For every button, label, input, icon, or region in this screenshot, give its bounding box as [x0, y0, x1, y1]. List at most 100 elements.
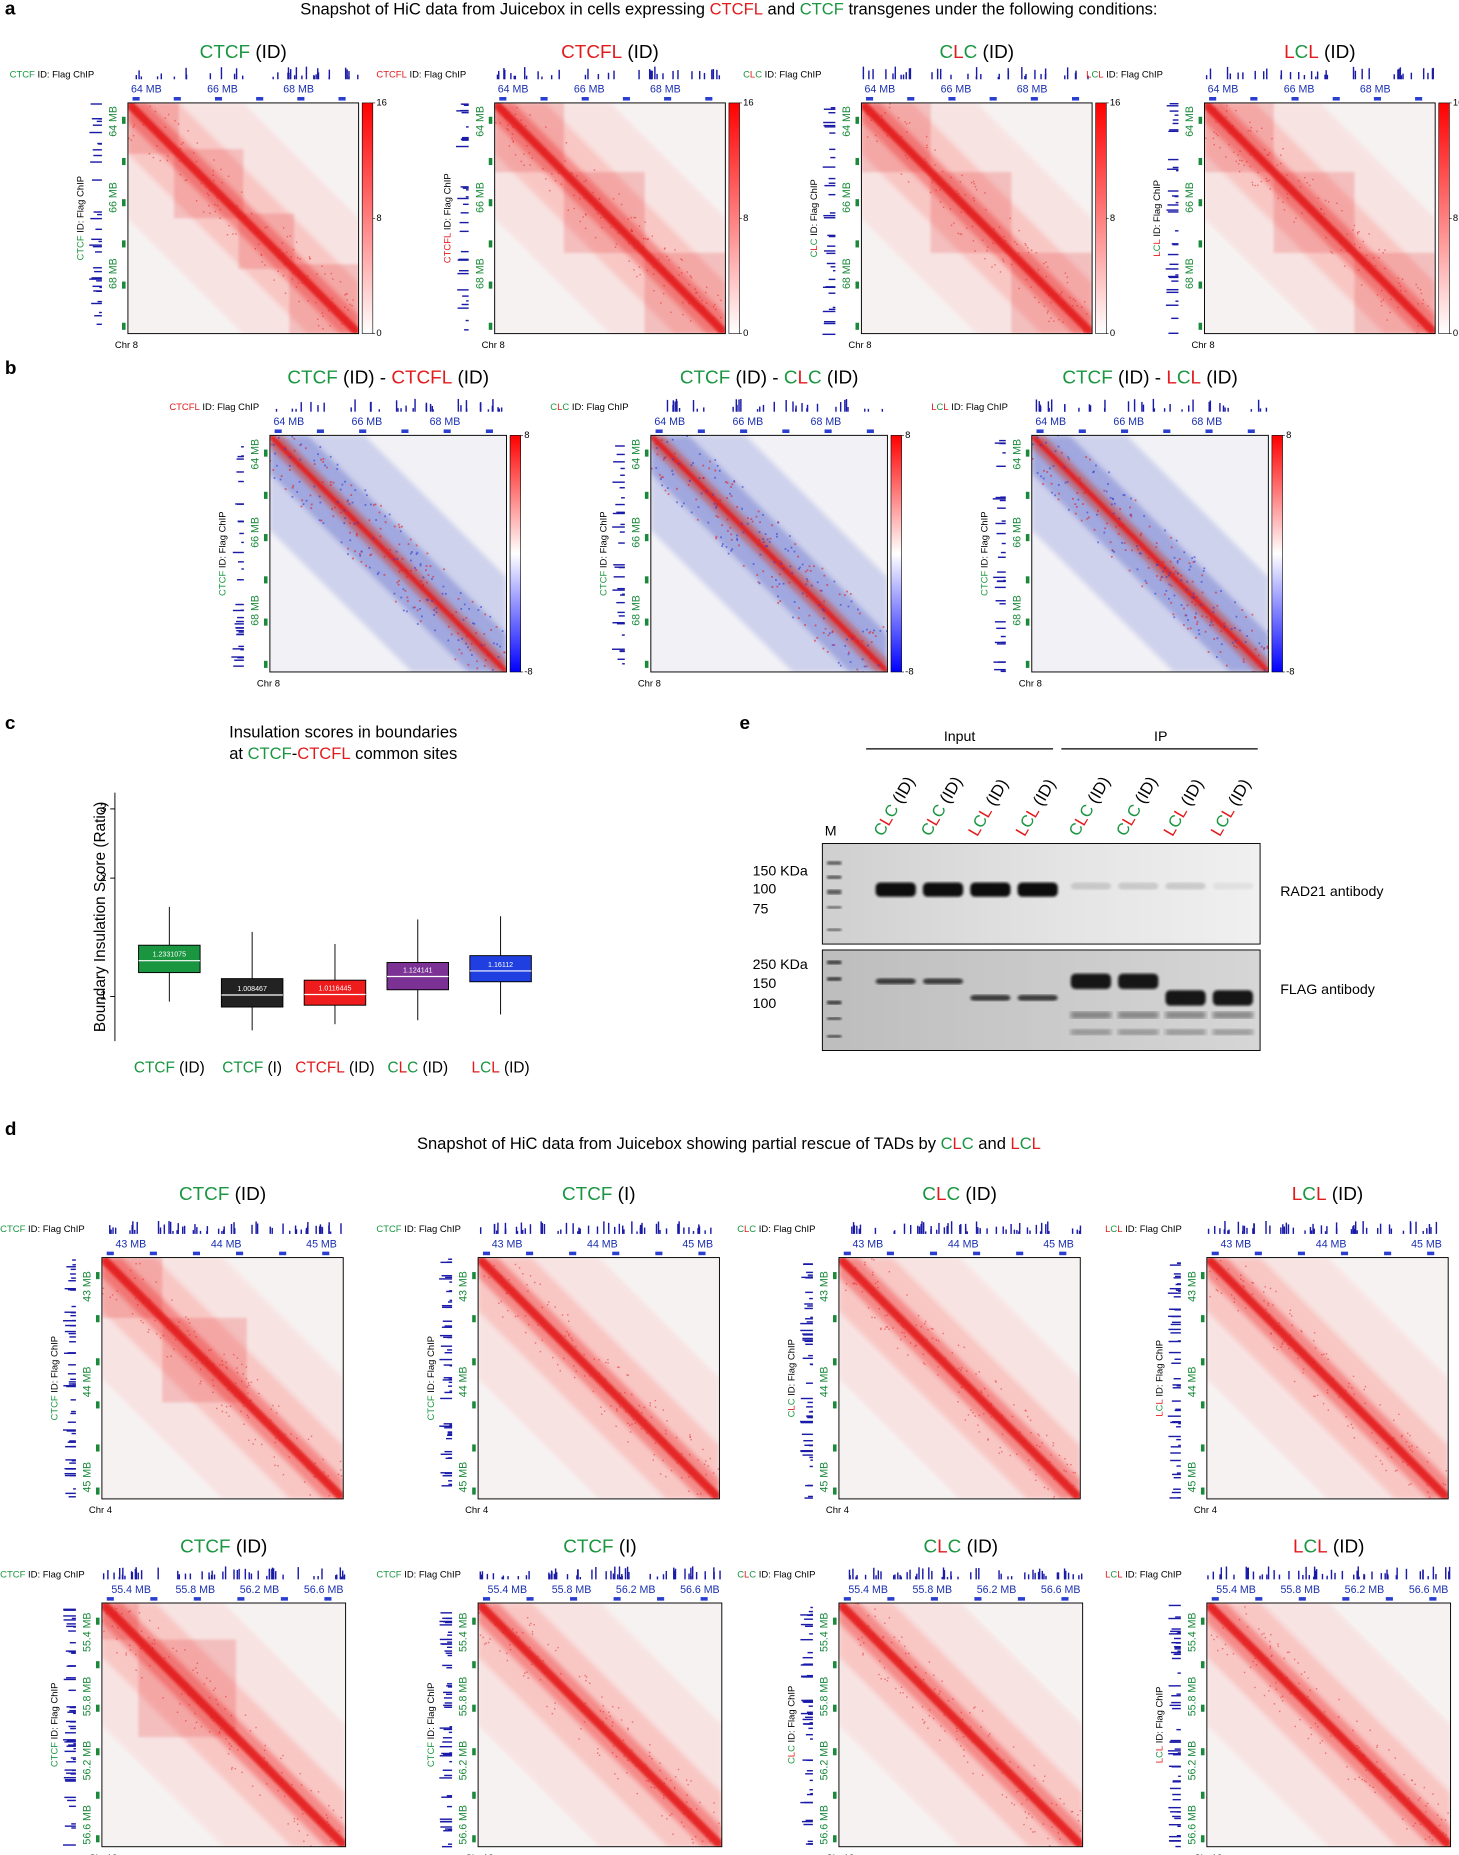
coord-block: [833, 1748, 837, 1755]
heat-dot: [874, 1608, 875, 1609]
chip-bar: [1176, 1465, 1180, 1466]
chip-bar: [636, 1231, 637, 1233]
map-title: LCL (ID): [1292, 1184, 1363, 1205]
heat-dot: [227, 1389, 228, 1390]
heat-dot: [894, 1637, 895, 1638]
coord-block: [96, 1835, 100, 1842]
heat-dot: [475, 632, 477, 634]
heat-dot: [344, 517, 346, 519]
heat-dot: [340, 281, 341, 282]
heat-dot: [369, 567, 371, 569]
heat-dot: [1312, 179, 1313, 180]
coord-block: [1016, 1252, 1023, 1256]
heat-dot: [500, 1276, 501, 1277]
heat-dot: [275, 1780, 276, 1781]
chip-bar: [614, 1227, 615, 1234]
heat-dot: [484, 1276, 485, 1277]
heat-dot: [1255, 648, 1257, 650]
chip-bar: [1389, 1224, 1390, 1233]
heat-dot: [265, 227, 266, 228]
heat-dot: [408, 543, 410, 545]
heat-dot: [526, 145, 527, 146]
chip-bar: [892, 73, 893, 79]
chip-bar: [71, 1399, 76, 1400]
chip-bar: [237, 617, 244, 618]
heat-dot: [354, 523, 356, 525]
heat-dot: [1197, 621, 1199, 623]
heat-dot: [520, 119, 521, 120]
heat-dot: [1038, 302, 1039, 303]
heat-dot: [1046, 471, 1048, 473]
heat-dot: [1363, 241, 1364, 242]
heat-dot: [1229, 132, 1230, 133]
heat-dot: [122, 114, 123, 115]
heat-dot: [871, 1294, 872, 1295]
heat-dot: [991, 266, 992, 267]
heat-dot: [1378, 257, 1379, 258]
track-label-part: CTCFL: [169, 401, 199, 412]
chip-bar: [1391, 1229, 1392, 1234]
chip-bar: [711, 70, 712, 80]
chip-bar: [71, 1653, 76, 1654]
chip-bar: [840, 402, 841, 412]
heat-dot: [128, 138, 129, 139]
chip-bar: [1366, 1228, 1367, 1234]
heat-dot: [929, 1709, 930, 1710]
heat-dot: [605, 1362, 606, 1363]
heat-dot: [340, 512, 342, 514]
chip-bar: [73, 1488, 76, 1489]
band: [1213, 883, 1253, 890]
heat-dot: [221, 182, 222, 183]
chip-bar: [556, 1572, 557, 1579]
heat-dot: [967, 212, 968, 213]
chip-bar: [994, 669, 1006, 670]
heat-dot: [1225, 1644, 1226, 1645]
heat-dot: [999, 238, 1000, 239]
chip-bar: [595, 1567, 596, 1579]
chip-bar: [91, 239, 102, 240]
chip-bar: [1174, 1477, 1181, 1478]
heat-dot: [1427, 1822, 1428, 1823]
band: [970, 995, 1010, 1001]
y-tick-label: 44 MB: [1186, 1366, 1198, 1397]
heat-dot: [377, 573, 379, 575]
chip-bar: [241, 542, 244, 543]
track-label-part: C: [786, 1410, 797, 1417]
heat-dot: [704, 1464, 705, 1465]
heat-dot: [715, 507, 717, 509]
chip-bar: [676, 401, 677, 412]
chip-bar: [621, 497, 625, 498]
x-tick-label-part: CTCFL: [295, 1059, 345, 1076]
heat-dot: [403, 610, 405, 612]
chip-bar: [1260, 408, 1261, 411]
x-tick-label: 44 MB: [1316, 1238, 1347, 1250]
chip-bar: [1169, 1741, 1180, 1742]
chip-bar: [1170, 1705, 1181, 1706]
heat-dot: [299, 459, 301, 461]
heat-dot: [1183, 608, 1185, 610]
chip-bar: [803, 1824, 812, 1825]
heat-dot: [147, 1331, 148, 1332]
coord-block: [122, 117, 126, 124]
heat-dot: [714, 1496, 715, 1497]
chip-bar: [70, 1379, 76, 1380]
heat-dot: [1057, 295, 1058, 296]
coord-block: [855, 323, 859, 330]
heat-dot: [840, 604, 842, 606]
heat-dot: [506, 1653, 507, 1654]
y-tick-label: 43 MB: [819, 1271, 831, 1302]
chip-bar: [1173, 1799, 1181, 1800]
lane-label-part: (ID): [1129, 773, 1162, 810]
chip-bar: [662, 73, 663, 79]
chip-bar: [96, 291, 102, 292]
chip-bar: [457, 273, 468, 274]
x-tick-label: 66 MB: [941, 84, 972, 96]
heat-dot: [1423, 299, 1424, 300]
track-label-part: ID: Flag ChIP: [402, 1224, 461, 1235]
heat-dot: [1270, 1634, 1271, 1635]
heat-dot: [848, 635, 850, 637]
heat-dot: [713, 1852, 714, 1853]
chip-bar: [501, 1577, 502, 1580]
heat-dot: [718, 1468, 719, 1469]
heat-dot: [988, 1735, 989, 1736]
